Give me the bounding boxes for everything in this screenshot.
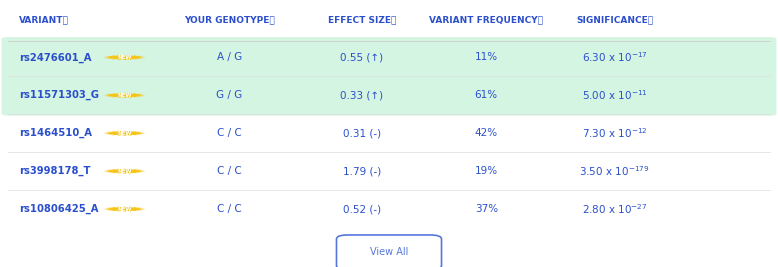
Text: 7.30 x 10$^{-12}$: 7.30 x 10$^{-12}$ — [582, 126, 647, 140]
Text: 19%: 19% — [475, 166, 498, 176]
Text: SIGNIFICANCEⓘ: SIGNIFICANCEⓘ — [576, 15, 654, 25]
Text: C / C: C / C — [217, 166, 242, 176]
Text: 2.80 x 10$^{-27}$: 2.80 x 10$^{-27}$ — [582, 202, 647, 216]
Text: NEW: NEW — [117, 55, 131, 60]
Text: View All: View All — [370, 247, 408, 257]
Text: rs3998178_T: rs3998178_T — [19, 166, 91, 176]
Polygon shape — [103, 206, 146, 212]
FancyBboxPatch shape — [2, 75, 776, 116]
Text: NEW: NEW — [117, 93, 131, 98]
Text: VARIANTⓘ: VARIANTⓘ — [19, 15, 69, 25]
Text: NEW: NEW — [117, 131, 131, 136]
Text: rs11571303_G: rs11571303_G — [19, 90, 100, 100]
Text: 0.31 (-): 0.31 (-) — [342, 128, 381, 138]
Text: VARIANT FREQUENCYⓘ: VARIANT FREQUENCYⓘ — [429, 15, 543, 25]
Text: YOUR GENOTYPEⓘ: YOUR GENOTYPEⓘ — [184, 15, 275, 25]
Text: 0.33 (↑): 0.33 (↑) — [340, 90, 384, 100]
Text: rs10806425_A: rs10806425_A — [19, 204, 99, 214]
Text: EFFECT SIZEⓘ: EFFECT SIZEⓘ — [328, 15, 396, 25]
Text: 0.52 (-): 0.52 (-) — [342, 204, 381, 214]
Text: 61%: 61% — [475, 90, 498, 100]
Text: 3.50 x 10$^{-179}$: 3.50 x 10$^{-179}$ — [580, 164, 650, 178]
Text: G / G: G / G — [216, 90, 243, 100]
Text: rs1464510_A: rs1464510_A — [19, 128, 93, 138]
Text: C / C: C / C — [217, 128, 242, 138]
Text: 37%: 37% — [475, 204, 498, 214]
Text: 6.30 x 10$^{-17}$: 6.30 x 10$^{-17}$ — [582, 50, 647, 64]
Text: 0.55 (↑): 0.55 (↑) — [340, 52, 384, 62]
Text: 42%: 42% — [475, 128, 498, 138]
FancyBboxPatch shape — [2, 37, 776, 78]
Polygon shape — [103, 131, 146, 136]
Text: 1.79 (-): 1.79 (-) — [342, 166, 381, 176]
Text: NEW: NEW — [117, 169, 131, 174]
Text: 5.00 x 10$^{-11}$: 5.00 x 10$^{-11}$ — [582, 88, 647, 102]
Text: C / C: C / C — [217, 204, 242, 214]
Text: rs2476601_A: rs2476601_A — [19, 52, 92, 62]
Text: A / G: A / G — [217, 52, 242, 62]
Polygon shape — [103, 93, 146, 98]
FancyBboxPatch shape — [336, 235, 441, 267]
Text: 11%: 11% — [475, 52, 498, 62]
Polygon shape — [103, 55, 146, 60]
Text: NEW: NEW — [117, 207, 131, 211]
Polygon shape — [103, 168, 146, 174]
